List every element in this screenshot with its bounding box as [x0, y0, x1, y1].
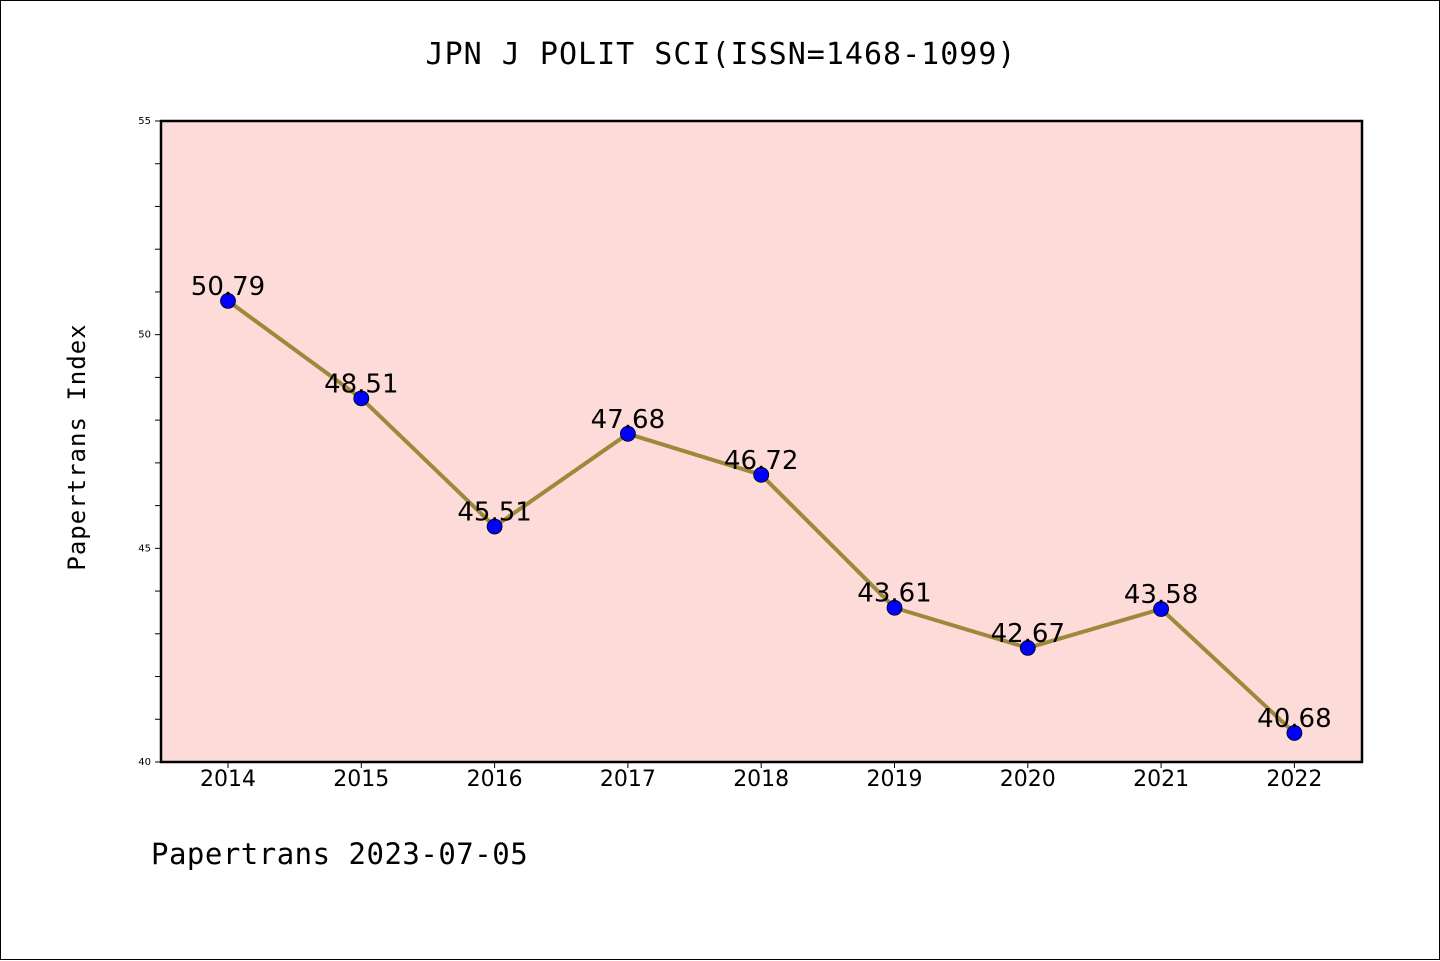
- x-tick-label: 2017: [600, 767, 656, 792]
- data-label: 40.68: [1257, 704, 1331, 734]
- data-label: 47.68: [591, 405, 665, 435]
- data-point: [220, 293, 236, 309]
- footer-note: Papertrans 2023-07-05: [151, 837, 529, 871]
- y-tick-label: 50: [138, 330, 151, 341]
- data-label: 43.61: [857, 579, 931, 609]
- data-markers: [220, 293, 1303, 741]
- x-tick-label: 2020: [1000, 767, 1056, 792]
- data-label: 48.51: [324, 369, 398, 399]
- data-label: 42.67: [991, 619, 1065, 649]
- data-label: 45.51: [457, 498, 531, 528]
- data-point: [1286, 725, 1303, 741]
- x-tick-label: 2019: [867, 767, 923, 792]
- data-label: 43.58: [1124, 580, 1198, 610]
- x-tick-label: 2021: [1133, 767, 1189, 792]
- data-point: [353, 390, 370, 407]
- chart-title: JPN J POLIT SCI(ISSN=1468-1099): [425, 37, 1017, 72]
- data-point: [886, 599, 903, 616]
- data-label: 46.72: [724, 446, 798, 476]
- data-point: [486, 518, 503, 535]
- x-tick-label: 2016: [467, 767, 523, 792]
- x-tick-label: 2018: [733, 767, 789, 792]
- plot-area: [159, 119, 1364, 764]
- y-tick-label: 45: [138, 543, 151, 554]
- data-labels: 50.79 48.51 45.51 47.68 46.72 43.61 42.67 43.58…: [191, 272, 1332, 734]
- data-point: [753, 466, 770, 483]
- x-tick-label: 2022: [1266, 767, 1322, 792]
- x-axis-ticks: 2014 2015 2016 2017 2018 2019 2020 2021 2022: [200, 762, 1322, 792]
- y-tick-label: 40: [138, 757, 151, 768]
- data-point: [1019, 640, 1036, 656]
- x-tick-label: 2014: [200, 767, 256, 792]
- x-tick-label: 2015: [333, 767, 389, 792]
- y-axis-ticks: 40 45 50 55: [138, 116, 161, 768]
- data-label: 50.79: [191, 272, 265, 302]
- data-point: [620, 425, 636, 442]
- y-tick-label: 55: [138, 116, 151, 127]
- data-point: [1153, 601, 1169, 617]
